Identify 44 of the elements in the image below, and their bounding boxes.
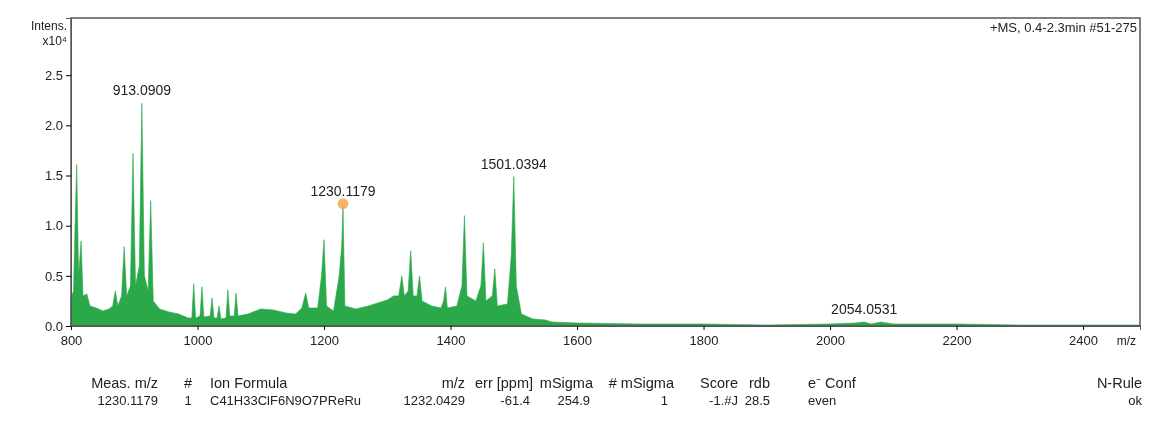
text: # [183,375,193,391]
x-tick-label: 1200 [310,332,339,348]
y-tick-label: 2.0 [44,118,63,134]
text: 1 [660,393,668,408]
text: -1.#J [709,393,738,408]
annotation: 2054.0531 [831,300,898,317]
text: ok [1128,393,1143,408]
annotation: 913.0909 [112,82,172,99]
y-tick-label: 0.0 [44,318,63,334]
text: mSigma [539,375,594,391]
text: even [808,393,837,408]
text: e⁻ Conf [808,375,857,391]
x-tick-label: 1800 [689,332,719,348]
text: -61.4 [500,393,530,408]
text: # mSigma [608,375,675,391]
x-tick-label: 1000 [183,332,213,348]
text: 1230.1179 [97,393,158,408]
text: 1 [184,393,192,408]
y-tick-label: 0.5 [44,268,63,284]
chart-subtitle: +MS, 0.4-2.3min #51-275 [989,20,1137,35]
text: err [ppm] [474,375,533,391]
x-tick-label: 1400 [436,332,466,348]
text: 28.5 [744,393,770,408]
text: m/z [441,375,465,391]
x-tick-label: 2200 [942,332,972,348]
y-axis-title: Intens. x10⁴ [30,19,67,48]
x-tick-label: 800 [60,332,83,348]
annotation: 1501.0394 [480,155,548,172]
text: N-Rule [1096,375,1142,391]
text: 254.9 [557,393,590,408]
text: 1232.0429 [403,393,465,408]
text: Score [700,375,738,391]
x-axis-title: m/z [1116,334,1136,348]
text: rdb [749,375,770,391]
x-tick-label: 2000 [816,332,846,348]
text: C41H33ClF6N9O7PReRu [210,393,362,408]
x-tick-label: 2400 [1069,332,1099,348]
text: Ion Formula [210,375,289,391]
x-tick-label: 1600 [563,332,592,348]
annotation: 1230.1179 [310,182,376,199]
y-tick-label: 1.0 [44,218,63,234]
text: Meas. m/z [91,375,158,391]
y-tick-label: 1.5 [44,168,63,184]
y-tick-label: 2.5 [44,67,63,83]
